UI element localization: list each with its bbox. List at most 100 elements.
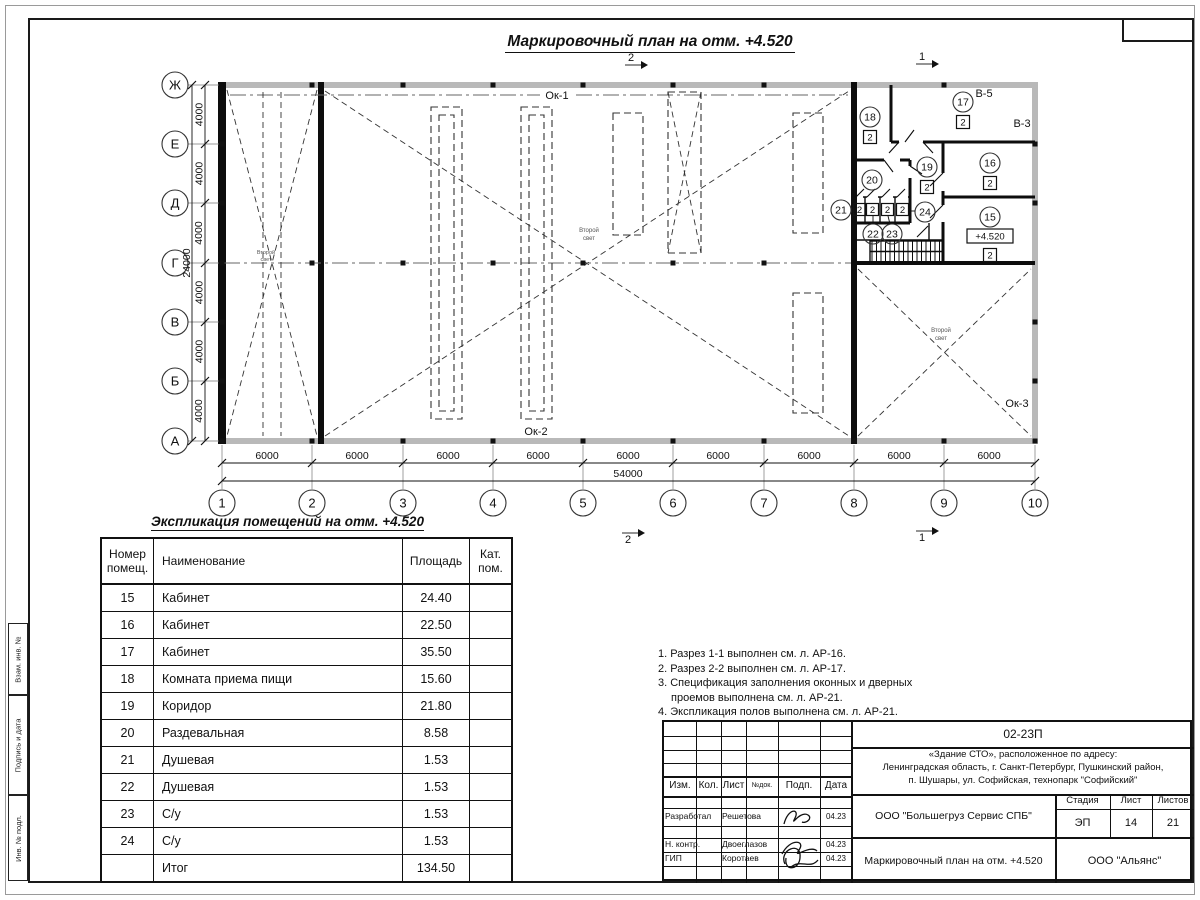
- note-line: 1. Разрез 1-1 выполнен см. л. АР-16.: [658, 648, 846, 660]
- table-cell: 23: [100, 800, 154, 828]
- table-header-row: Номер помещ. Наименование Площадь Кат. п…: [100, 537, 513, 585]
- tb-sheet-value: 14: [1124, 816, 1138, 829]
- vent-label-v5: В-5: [975, 88, 992, 100]
- margin-label: Взам. инв. №: [13, 635, 23, 683]
- plan-title: Маркировочный план на отм. +4.520: [505, 33, 795, 53]
- section-mark-label: 1: [919, 51, 925, 63]
- table-row: 15 Кабинет 24.40: [100, 583, 513, 612]
- axis-row-label: Ж: [169, 78, 181, 93]
- window-label-ok1: Ок-1: [545, 90, 568, 102]
- tb-date: 04.23: [825, 812, 847, 822]
- room-number: 22: [867, 229, 879, 241]
- axis-col-label: 8: [850, 496, 857, 511]
- tb-role: Н. контр.: [665, 839, 701, 850]
- sheet-frame: [28, 18, 1194, 883]
- axis-col-label: 5: [579, 496, 586, 511]
- table-cell: 134.50: [402, 854, 470, 883]
- column-header: Кат. пом.: [469, 537, 513, 585]
- room-category: 2: [885, 205, 890, 216]
- tb-date: 04.23: [825, 854, 847, 864]
- second-light-label: свет: [583, 236, 595, 242]
- table-cell: 19: [100, 692, 154, 720]
- room-category: 2: [960, 118, 965, 129]
- column-header: Площадь: [402, 537, 470, 585]
- tb-header-cell: Лист: [722, 780, 745, 792]
- axis-row-label: Г: [171, 256, 178, 271]
- axis-col-label: 10: [1028, 496, 1042, 511]
- room-category: 2: [987, 251, 992, 262]
- table-cell: Комната приема пищи: [153, 665, 403, 693]
- table-cell: 35.50: [402, 638, 470, 666]
- explication-table: Номер помещ. Наименование Площадь Кат. п…: [100, 537, 513, 883]
- table-cell: 18: [100, 665, 154, 693]
- axis-col-label: 7: [760, 496, 767, 511]
- axis-row-label: Д: [171, 196, 180, 211]
- tb-object-line: Ленинградская область, г. Санкт-Петербур…: [882, 762, 1164, 774]
- axis-lines: [224, 94, 851, 264]
- margin-box: Взам. инв. №: [8, 623, 28, 695]
- dimension-lines: [187, 80, 1040, 486]
- dim-label: 6000: [797, 450, 821, 462]
- table-row: 17 Кабинет 35.50: [100, 638, 513, 666]
- table-cell: 15.60: [402, 665, 470, 693]
- second-light-label: Второй: [931, 327, 951, 334]
- table-cell: Душевая: [153, 746, 403, 774]
- dim-label: 6000: [436, 450, 460, 462]
- axis-col-label: 2: [308, 496, 315, 511]
- tb-object-line: «Здание СТО», расположенное по адресу:: [928, 749, 1118, 761]
- level-mark: +4.520: [975, 232, 1004, 243]
- axis-row-label: В: [171, 315, 180, 330]
- tb-name: Решетова: [722, 811, 761, 822]
- dim-label: 4000: [194, 162, 206, 186]
- second-light-label: Второй: [579, 227, 599, 234]
- axis-row-bubbles: Ж Е Д Г В Б А: [161, 71, 189, 455]
- table-cell: 15: [100, 583, 154, 612]
- dim-label: 6000: [887, 450, 911, 462]
- table-cell: [469, 611, 513, 639]
- dim-label: 6000: [526, 450, 550, 462]
- note-line: 2. Разрез 2-2 выполнен см. л. АР-17.: [658, 662, 846, 675]
- table-cell: [469, 583, 513, 612]
- table-cell: Душевая: [153, 773, 403, 801]
- room-category: 2: [924, 183, 929, 194]
- table-cell: Раздевальная: [153, 719, 403, 747]
- window-label-ok2: Ок-2: [524, 426, 547, 438]
- tb-role: Разработал: [665, 811, 712, 822]
- plan-labels: Ок-1 Ок-2 Ок-3 В-5 В-3 Второй свет Второ…: [257, 88, 1031, 438]
- note-line: проемов выполнена см. л. АР-21.: [671, 691, 843, 704]
- table-cell: 1.53: [402, 746, 470, 774]
- tb-header-cell: Изм.: [669, 780, 691, 792]
- table-row: 21 Душевая 1.53: [100, 746, 513, 774]
- table-cell: 22.50: [402, 611, 470, 639]
- axis-row-label: Е: [171, 137, 180, 152]
- dim-total-label: 24000: [181, 248, 193, 277]
- table-cell: [469, 773, 513, 801]
- table-cell: [469, 692, 513, 720]
- axis-col-label: 9: [940, 496, 947, 511]
- table-cell: С/у: [153, 827, 403, 855]
- room-category: 2: [900, 205, 905, 216]
- section-mark-label: 1: [919, 532, 925, 544]
- table-cell: 17: [100, 638, 154, 666]
- margin-label: Инв. № подл.: [13, 814, 23, 862]
- table-cell: 21: [100, 746, 154, 774]
- sheet-outer-border: [5, 5, 1195, 895]
- room-number: 24: [919, 207, 931, 219]
- table-cell: [469, 854, 513, 883]
- vent-label-v3: В-3: [1013, 118, 1030, 130]
- dimension-labels: 4000 4000 4000 4000 4000 4000 24000 6000…: [181, 103, 1001, 480]
- room-number: 19: [921, 162, 933, 174]
- explication-title: Экспликация помещений на отм. +4.520: [151, 514, 424, 531]
- room-number: 23: [886, 229, 898, 241]
- margin-box: Инв. № подл.: [8, 795, 28, 881]
- table-row: 24 С/у 1.53: [100, 827, 513, 855]
- dim-label: 4000: [193, 399, 205, 423]
- room-number: 15: [984, 212, 996, 224]
- tb-name: Коротаев: [722, 853, 759, 864]
- tb-sheets-value: 21: [1166, 816, 1180, 829]
- axis-row-label: Б: [171, 374, 180, 389]
- axis-row-label: А: [171, 434, 180, 449]
- tb-header-cell: Подп.: [785, 780, 813, 792]
- axis-col-label: 1: [218, 496, 225, 511]
- margin-box: Подпись и дата: [8, 695, 28, 795]
